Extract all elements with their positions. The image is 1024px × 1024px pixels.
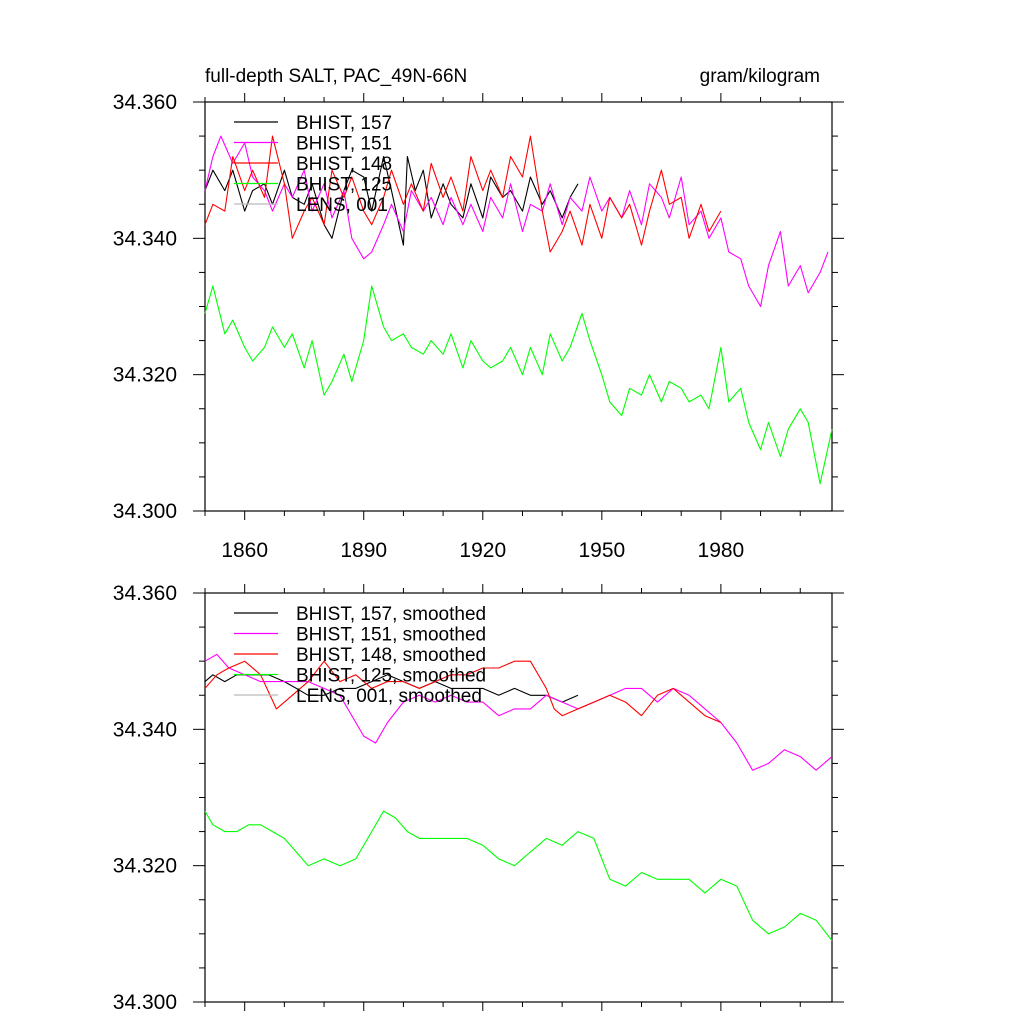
y-tick-label: 34.360 — [113, 91, 177, 114]
legend-label: BHIST, 151, smoothed — [296, 625, 486, 646]
series-line-bhist-125 — [204, 285, 833, 485]
y-tick-label: 34.340 — [113, 227, 177, 250]
chart-top-raw: full-depth SALT, PAC_49N-66N gram/kilogr… — [113, 66, 844, 562]
x-tick-label: 1950 — [578, 539, 625, 562]
chart-bottom-smoothed: 34.300 34.320 34.340 34.360 BHIST, 157, smoo… — [113, 582, 844, 1014]
legend-label: BHIST, 157 — [296, 113, 392, 134]
series-line-bhist-125-smoothed — [204, 810, 833, 941]
x-tick-label: 1980 — [698, 539, 745, 562]
y-tick-label: 34.300 — [113, 991, 177, 1014]
x-tick-label: 1890 — [340, 539, 387, 562]
y-tick-label: 34.300 — [113, 500, 177, 523]
x-tick-label: 1860 — [221, 539, 268, 562]
legend-label: LENS, 001, smoothed — [296, 686, 482, 707]
series-line-bhist-151-smoothed — [204, 653, 833, 771]
series-line-bhist-151 — [204, 135, 829, 308]
y-tick-label: 34.340 — [113, 718, 177, 741]
legend-label: BHIST, 151 — [296, 134, 392, 155]
x-tick-label: 1920 — [459, 539, 506, 562]
y-tick-label: 34.360 — [113, 582, 177, 605]
y-tick-label: 34.320 — [113, 364, 177, 387]
chart-title: full-depth SALT, PAC_49N-66N — [205, 66, 467, 87]
legend-label: BHIST, 125 — [296, 175, 392, 196]
legend-label: LENS, 001 — [296, 195, 388, 216]
y-tick-label: 34.320 — [113, 855, 177, 878]
chart-units: gram/kilogram — [700, 66, 820, 87]
legend-label: BHIST, 125, smoothed — [296, 666, 486, 687]
legend-label: BHIST, 148, smoothed — [296, 645, 486, 666]
series-line-bhist-148 — [204, 135, 722, 253]
series-line-bhist-148-smoothed — [204, 660, 722, 724]
legend-label: BHIST, 148 — [296, 154, 392, 175]
legend-label: BHIST, 157, smoothed — [296, 604, 486, 625]
